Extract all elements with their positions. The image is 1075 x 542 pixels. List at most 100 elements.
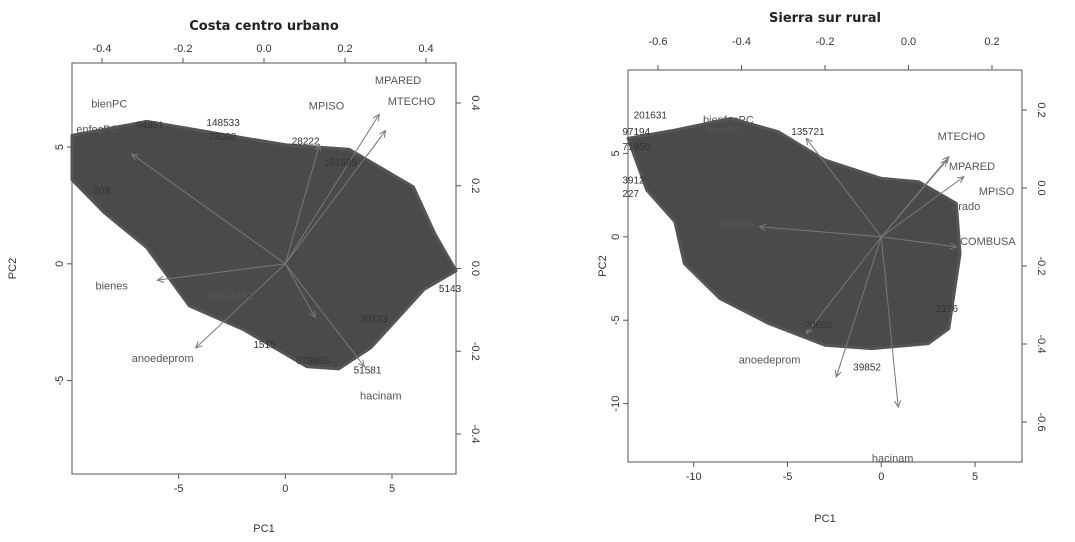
arrow-head (357, 359, 366, 368)
top-tick-label: 0.2 (337, 43, 352, 55)
top-tick-label: 0.0 (256, 43, 271, 55)
right-tick-label: -0.4 (1035, 335, 1047, 354)
arrow-head (758, 223, 767, 231)
right-tick-label: -0.2 (1035, 257, 1047, 276)
variable-label: anoedeprom (132, 353, 194, 365)
variable-label: IDIOMA1 (209, 290, 254, 302)
right-tick-label: 0.2 (469, 178, 481, 193)
variable-label: anoedeprom (739, 355, 801, 367)
x-tick-label: -5 (783, 471, 793, 483)
observation-label: 30123 (360, 314, 388, 325)
top-tick-label: -0.4 (732, 36, 751, 48)
arrow-head (314, 143, 322, 152)
arrow-head (956, 176, 965, 184)
observation-label: 94351 (136, 120, 164, 131)
observation-label: 71950 (622, 142, 650, 153)
observation-label: 5143 (439, 284, 462, 295)
top-tick-label: -0.4 (93, 43, 112, 55)
arrow-head (949, 242, 958, 250)
observation-label: 3912 (622, 175, 645, 186)
top-tick-label: -0.2 (816, 36, 835, 48)
x-tick-label: 5 (972, 471, 978, 483)
observation-label: 148533 (206, 118, 240, 129)
arrow-head (156, 275, 165, 283)
arrow-head (309, 310, 316, 319)
variable-label: MPARED (375, 75, 421, 87)
loading-arrow (880, 159, 948, 238)
loading-arrow (805, 236, 882, 334)
observation-label: 161695 (324, 158, 358, 169)
arrow-head (805, 137, 813, 146)
arrow-head (373, 113, 380, 122)
right-tick-label: 0.4 (469, 95, 481, 110)
variable-label: MTECHO (388, 96, 436, 108)
arrow-head (834, 369, 842, 378)
loading-arrow (759, 226, 882, 238)
observation-label: 39852 (853, 362, 881, 373)
chart-title: Sierra sur rural (769, 11, 881, 26)
x-tick-label: 0 (282, 483, 288, 495)
loading-arrow (881, 236, 957, 248)
loading-arrow (880, 236, 899, 408)
chart-title: Costa centro urbano (189, 19, 339, 34)
arrow-head (894, 400, 902, 409)
arrow-head (194, 341, 203, 349)
arrow-head (940, 159, 948, 167)
loading-arrow (880, 176, 965, 238)
right-tick-label: 0.2 (1035, 102, 1047, 117)
y-tick-label: -10 (610, 396, 622, 412)
variable-label: hacinam (360, 390, 402, 402)
loading-arrow (284, 144, 320, 264)
arrow-head (130, 153, 139, 161)
variable-label: bienPC (91, 98, 127, 110)
observation-label: 73098 (209, 132, 237, 143)
arrow-head (379, 129, 387, 138)
loading-arrow (284, 130, 386, 265)
loading-arrow (131, 153, 286, 265)
observation-cloud (626, 116, 962, 351)
variable-label: bienes (722, 218, 755, 230)
observation-label: 208 (93, 186, 110, 197)
x-tick-label: -10 (686, 471, 702, 483)
arrow-head (805, 326, 813, 335)
loading-arrow (157, 263, 286, 281)
arrow-head (942, 155, 950, 164)
variable-label: MPISO (309, 101, 345, 113)
top-tick-label: 0.2 (984, 36, 999, 48)
variable-label: hacinam (872, 453, 914, 465)
observation-label: 679858 (296, 356, 330, 367)
top-tick-label: -0.2 (174, 43, 193, 55)
observation-label: 20660 (804, 321, 832, 332)
observation-label: 28222 (292, 137, 320, 148)
observation-cloud (70, 119, 458, 371)
observation-label: 135721 (791, 127, 825, 138)
y-tick-label: 5 (54, 144, 66, 150)
variable-label: bienPC (707, 124, 743, 136)
loading-arrow (284, 263, 316, 318)
top-tick-label: -0.6 (649, 36, 668, 48)
observation-label: 51581 (354, 366, 382, 377)
variable-label: bienes (95, 281, 128, 293)
observation-label: 201631 (634, 110, 668, 121)
top-tick-label: 0.4 (418, 43, 433, 55)
variable-label: MPARED (949, 161, 995, 173)
y-tick-label: -5 (610, 315, 622, 325)
observation-label: 2176 (936, 304, 959, 315)
observation-label: 1515 (253, 340, 276, 351)
y-tick-label: 0 (54, 261, 66, 267)
top-tick-label: 0.0 (901, 36, 916, 48)
observation-label: 97194 (622, 127, 650, 138)
y-tick-label: 5 (610, 150, 622, 156)
loading-arrow (284, 114, 380, 265)
variable-label: enfocPC (76, 124, 118, 136)
y-tick-label: 0 (610, 234, 622, 240)
x-tick-label: -5 (174, 483, 184, 495)
variable-label: rado (958, 201, 980, 213)
x-axis-label: PC1 (253, 523, 274, 535)
variable-label: MTECHO (938, 131, 986, 143)
loading-arrow (835, 236, 882, 378)
observation-label: 227 (622, 189, 639, 200)
loading-arrow (805, 138, 882, 238)
x-tick-label: 5 (389, 483, 395, 495)
